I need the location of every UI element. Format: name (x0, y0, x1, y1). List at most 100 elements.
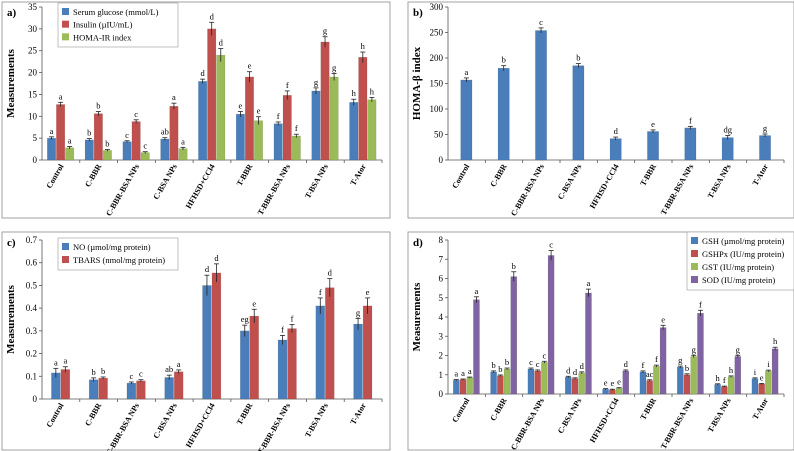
chart0-bar-serum-glucose-mmol-l--6 (273, 123, 283, 161)
chart3-legend-label: GST (IU/mg protein) (702, 262, 774, 272)
chart2-y-tick-label: 0.7 (26, 235, 38, 245)
chart3-significance-label: b (491, 360, 495, 370)
chart0-panel: a)Measurements05101520253035aaaControlbb… (1, 1, 391, 219)
chart1-y-tick-label: 150 (430, 79, 444, 89)
chart1-y-tick-label: 50 (434, 130, 444, 140)
chart3-bar-gshpx-iu-mg-protein--6 (683, 374, 691, 395)
chart0-bar-serum-glucose-mmol-l--3 (160, 138, 170, 161)
chart2-legend-swatch (62, 256, 69, 263)
chart2-y-tick-label: 0.1 (26, 371, 37, 381)
chart0-bar-insulin-iu-ml--3 (169, 105, 179, 161)
chart1-significance-label: c (539, 17, 543, 27)
chart2-bar-tbars-nmol-mg-protein--0 (60, 369, 71, 400)
chart0-significance-label: d (201, 68, 206, 78)
chart3-significance-label: e (604, 378, 608, 388)
chart0-significance-label: b (105, 139, 109, 149)
chart1-panel-letter: b) (413, 7, 423, 19)
chart0-significance-label: ab (161, 127, 169, 137)
chart3-significance-label: h (715, 373, 720, 383)
chart0-bar-insulin-iu-ml--0 (56, 104, 66, 161)
chart0-significance-label: e (257, 106, 261, 116)
chart0-significance-label: c (143, 141, 147, 151)
chart0-significance-label: f (277, 111, 280, 121)
chart1-significance-label: g (763, 123, 768, 133)
chart0-bar-insulin-iu-ml--8 (358, 57, 368, 161)
chart0-bar-homa-ir-index-2 (140, 152, 150, 161)
chart0-bar-insulin-iu-ml--5 (244, 76, 254, 161)
chart0-significance-label: g (314, 77, 319, 87)
chart2-significance-label: c (139, 369, 143, 379)
chart3-y-axis-title: Measurements (411, 282, 423, 352)
chart0-bar-insulin-iu-ml--6 (282, 95, 292, 161)
chart3-bar-sod-iu-mg-protein--3 (585, 292, 592, 395)
chart2-legend-box (57, 237, 179, 271)
chart3-bar-gsh-mol-mg-protein--1 (490, 371, 497, 395)
chart0-significance-label: e (248, 61, 252, 71)
chart0-legend-swatch (62, 20, 69, 28)
chart2-panel-letter: c) (7, 237, 16, 249)
chart1-bar-homa-index-6 (684, 127, 697, 161)
chart2-significance-label: d (328, 268, 333, 278)
chart3-significance-label: b (685, 363, 689, 373)
chart3-bar-gst-iu-mg-protein--3 (578, 372, 586, 395)
chart3-significance-label: f (642, 360, 645, 370)
chart1-panel: b)HOMA-β index050100150200250300aControl… (407, 1, 794, 219)
chart3-bar-gshpx-iu-mg-protein--1 (497, 375, 504, 395)
chart2-bar-no-mol-mg-protein--3 (164, 377, 174, 400)
chart3-bar-gst-iu-mg-protein--8 (765, 370, 772, 395)
chart0-bar-insulin-iu-ml--7 (320, 41, 330, 161)
chart1-frame (407, 1, 794, 219)
chart3-significance-label: d (624, 359, 629, 369)
chart1-significance-label: e (651, 119, 655, 129)
chart2-significance-label: ab (165, 364, 173, 374)
chart3-y-tick-label: 7 (439, 254, 444, 264)
chart1-significance-label: a (464, 67, 468, 77)
chart2-legend-label: TBARS (nmol/mg protein) (73, 255, 165, 265)
chart0-significance-label: e (239, 100, 243, 110)
chart2-bar-tbars-nmol-mg-protein--6 (287, 328, 297, 400)
chart0-significance-label: c (134, 109, 138, 119)
chart3-significance-label: ac (646, 369, 654, 379)
chart1-significance-label: d (614, 126, 619, 136)
chart3-significance-label: e (760, 372, 764, 382)
chart2-bar-tbars-nmol-mg-protein--7 (325, 287, 335, 400)
chart0-bar-homa-ir-index-0 (65, 147, 75, 161)
chart3-bar-gst-iu-mg-protein--1 (503, 368, 511, 395)
chart3-significance-label: e (661, 314, 665, 324)
chart3-legend-label: GSHPx (IU/mg protein) (702, 249, 784, 259)
chart3-bar-gsh-mol-mg-protein--6 (676, 366, 684, 395)
chart1-significance-label: b (502, 55, 506, 65)
chart0-significance-label: h (361, 41, 366, 51)
chart1-y-tick-label: 0 (439, 155, 444, 165)
chart0-bar-serum-glucose-mmol-l--7 (311, 90, 321, 161)
chart0-significance-label: a (59, 91, 63, 101)
chart3-bar-sod-iu-mg-protein--1 (510, 276, 518, 395)
chart0-significance-label: h (370, 86, 375, 96)
chart0-y-tick-label: 0 (33, 155, 38, 165)
chart3-bar-gst-iu-mg-protein--5 (653, 365, 660, 395)
chart2-y-axis-title: Measurements (5, 284, 17, 354)
chart3-y-tick-label: 1 (439, 370, 444, 380)
chart3-y-tick-label: 8 (439, 235, 444, 245)
chart3-legend-label: GSH (µmol/mg protein) (702, 236, 785, 246)
chart2-bar-tbars-nmol-mg-protein--1 (98, 377, 108, 400)
chart3-significance-label: b (505, 357, 509, 367)
chart3-significance-label: d (566, 365, 571, 375)
chart2-significance-label: a (54, 357, 58, 367)
chart3-y-tick-label: 3 (439, 331, 444, 341)
chart3-legend-swatch (691, 237, 698, 244)
chart1-bar-homa-index-3 (572, 65, 585, 161)
chart3-significance-label: g (736, 344, 741, 354)
chart3-bar-sod-iu-mg-protein--4 (622, 370, 630, 395)
chart3-bar-sod-iu-mg-protein--5 (659, 327, 667, 395)
chart0-bar-serum-glucose-mmol-l--5 (235, 113, 245, 161)
chart2-y-tick-label: 0.6 (26, 258, 38, 268)
chart2-significance-label: b (101, 366, 105, 376)
chart0-significance-label: h (352, 88, 357, 98)
chart3-bar-gshpx-iu-mg-protein--5 (646, 380, 653, 395)
chart1-significance-label: f (689, 115, 692, 125)
chart1-y-tick-label: 200 (430, 53, 444, 63)
chart1-bar-homa-index-4 (609, 138, 622, 161)
chart2-bar-no-mol-mg-protein--5 (240, 330, 250, 400)
